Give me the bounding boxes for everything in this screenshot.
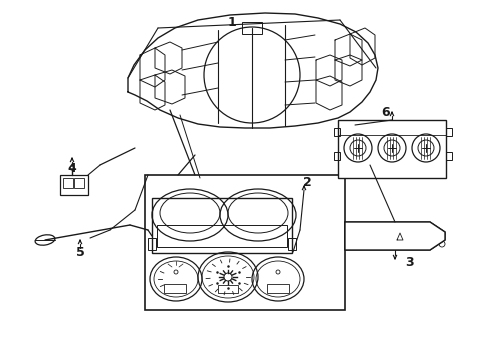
Bar: [148, 238, 156, 250]
Bar: [390, 228, 403, 246]
Bar: [445, 152, 451, 160]
Bar: [333, 128, 339, 136]
Bar: [266, 284, 288, 293]
Bar: [373, 228, 386, 246]
Bar: [242, 22, 262, 34]
Bar: [145, 175, 345, 310]
Bar: [60, 175, 88, 195]
Polygon shape: [345, 222, 444, 250]
Text: 4: 4: [67, 162, 76, 175]
Bar: [407, 228, 420, 246]
Text: 5: 5: [76, 247, 84, 260]
Text: 2: 2: [302, 175, 311, 189]
Bar: [63, 178, 73, 188]
Text: 3: 3: [405, 256, 413, 269]
Bar: [337, 120, 445, 178]
Bar: [333, 152, 339, 160]
Bar: [218, 285, 238, 293]
Text: 6: 6: [381, 107, 389, 120]
Bar: [74, 178, 84, 188]
Bar: [157, 225, 286, 247]
Bar: [287, 238, 295, 250]
Bar: [356, 228, 369, 246]
Text: 1: 1: [227, 15, 236, 28]
Bar: [445, 128, 451, 136]
Bar: [152, 198, 291, 253]
Bar: [163, 284, 185, 293]
